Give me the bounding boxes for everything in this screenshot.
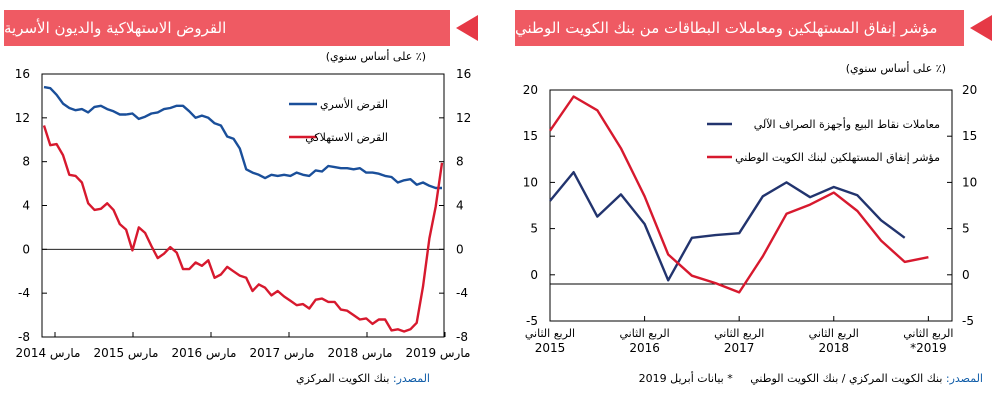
left-source-label: المصدر: (392, 372, 430, 385)
left-legend-label-1: القرض الأسري (320, 97, 388, 111)
right-chart-title-banner: مؤشر إنفاق المستهلكين ومعاملات البطاقات … (515, 10, 964, 46)
left-ytick-label: 16 (15, 67, 30, 81)
left-xtick-label: مارس 2018 (328, 346, 393, 361)
left-ytick-label: 4 (22, 199, 30, 213)
left-source-note: المصدر: بنك الكويت المركزي (296, 372, 430, 385)
left-xtick-label: مارس 2017 (250, 346, 315, 361)
right-legend-label-1: معاملات نقاط البيع وأجهزة الصراف الآلي (754, 117, 940, 131)
right-ytick-label: 5 (530, 222, 538, 236)
right-source-note: المصدر: بنك الكويت المركزي / بنك الكويت … (639, 372, 983, 385)
right-banner-arrow-icon (970, 15, 992, 41)
right-xtick-label-line1: الربع الثاني (903, 327, 953, 340)
left-plot-frame (41, 73, 445, 338)
left-ytick-label: -4 (18, 286, 30, 300)
right-xtick-label-line2: *2019 (910, 341, 947, 355)
left-ytick-label: 12 (15, 111, 30, 125)
left-series-line-2 (42, 125, 444, 333)
right-source-label: المصدر: (945, 372, 983, 385)
left-xtick-label: مارس 2019 (406, 346, 471, 361)
left-chart-title-banner: القروض الاستهلاكية والديون الأسرية (4, 10, 450, 46)
right-legend-label-2: مؤشر إنفاق المستهلكين لبنك الكويت الوطني (735, 151, 940, 164)
right-xtick-label-line2: 2018 (818, 341, 849, 355)
left-source-text: بنك الكويت المركزي (295, 372, 390, 385)
left-ytick-label-right: 16 (456, 67, 471, 81)
right-ytick-label-right: 5 (962, 222, 970, 236)
left-ytick-label-right: -8 (456, 330, 468, 344)
right-ytick-label: 0 (530, 268, 538, 282)
right-xtick-label-line1: الربع الثاني (714, 327, 764, 340)
right-ytick-label-right: 20 (962, 83, 977, 97)
right-xtick-label-line2: 2015 (535, 341, 566, 355)
right-ytick-label: 15 (523, 129, 538, 143)
right-series-line-2 (549, 95, 929, 294)
left-line-chart: 16 16 12 12 8 8 4 4 0 0 -4 -4 -8 -8 مارس 2014 مارس 2015… (15, 67, 472, 361)
left-chart-panel: القروض الاستهلاكية والديون الأسرية (٪ عل… (0, 0, 490, 400)
right-xtick-label-line2: 2017 (724, 341, 755, 355)
right-source-text: بنك الكويت المركزي / بنك الكويت الوطني (750, 372, 943, 385)
left-ytick-label-right: -4 (456, 286, 468, 300)
left-ytick-label: 0 (22, 242, 30, 256)
right-plot-frame (549, 89, 953, 322)
left-series-line-1 (43, 85, 442, 190)
right-xtick-label-line2: 2016 (629, 341, 660, 355)
right-chart-title: مؤشر إنفاق المستهلكين ومعاملات البطاقات … (515, 19, 938, 37)
right-ytick-label-right: -5 (962, 314, 974, 328)
left-ytick-label: 8 (22, 155, 30, 169)
right-ytick-label: 10 (523, 175, 538, 189)
left-xtick-label: مارس 2015 (94, 346, 159, 361)
right-xtick-label-line1: الربع الثاني (619, 327, 669, 340)
left-ytick-label-right: 12 (456, 111, 471, 125)
right-ytick-label-right: 10 (962, 175, 977, 189)
right-xtick-label-line1: الربع الثاني (525, 327, 575, 340)
right-unit-label: (٪ على أساس سنوي) (845, 62, 946, 75)
right-footnote: * بيانات أبريل 2019 (638, 372, 733, 385)
right-series-line-1 (549, 171, 906, 282)
left-legend-label-2: القرض الاستهلاكي (305, 131, 388, 144)
left-chart-title: القروض الاستهلاكية والديون الأسرية (4, 19, 227, 37)
right-ytick-label: -5 (526, 314, 538, 328)
left-ytick-label-right: 8 (456, 155, 464, 169)
left-xtick-label: مارس 2014 (16, 346, 81, 361)
right-xtick-label-line1: الربع الثاني (809, 327, 859, 340)
left-ytick-label: -8 (18, 330, 30, 344)
right-ytick-label-right: 15 (962, 129, 977, 143)
right-ytick-label-right: 0 (962, 268, 970, 282)
left-xtick-label: مارس 2016 (172, 346, 237, 361)
left-ytick-label-right: 0 (456, 242, 464, 256)
right-chart-panel: مؤشر إنفاق المستهلكين ومعاملات البطاقات … (500, 0, 999, 400)
left-banner-arrow-icon (456, 15, 478, 41)
left-ytick-label-right: 4 (456, 199, 464, 213)
right-ytick-label: 20 (523, 83, 538, 97)
left-unit-label: (٪ على أساس سنوي) (325, 50, 426, 63)
